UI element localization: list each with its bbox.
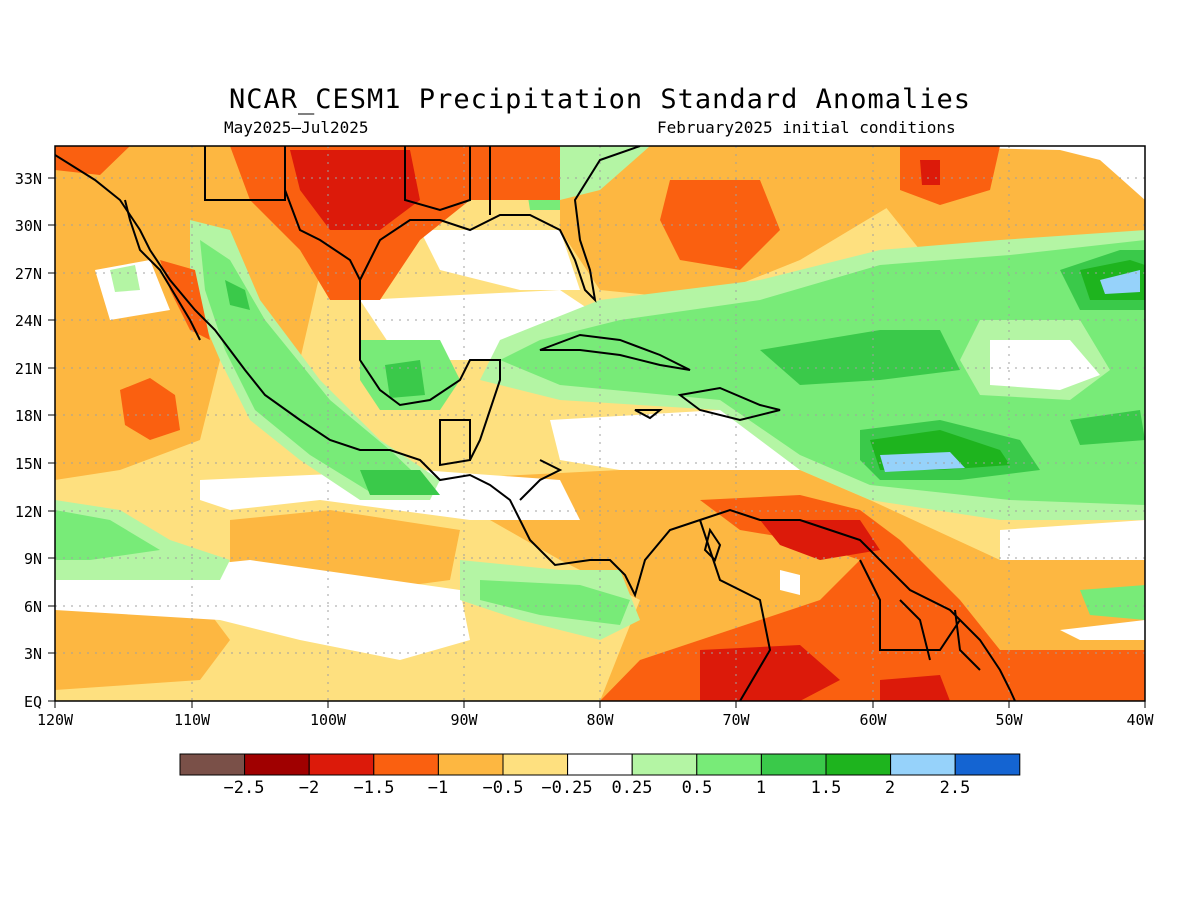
lat-label: 3N [24,645,42,663]
lat-label: EQ [24,693,42,711]
colorbar-label: −2 [299,778,319,798]
graticule [55,146,1145,701]
forecast-period: May2025–Jul2025 [224,118,369,137]
lon-label: 60W [859,711,887,729]
lat-label: 24N [15,312,42,330]
colorbar-swatch [437,753,504,776]
colorbar-swatch [631,753,698,776]
colorbar-label: 0.25 [612,778,653,798]
lon-label: 80W [586,711,614,729]
colorbar-label: −1.5 [354,778,395,798]
colorbar-labels: −2.5 −2 −1.5 −1 −0.5 −0.25 0.25 0.5 1 1.… [224,778,971,798]
lon-label: 120W [37,711,74,729]
map-title: NCAR_CESM1 Precipitation Standard Anomal… [229,84,971,115]
colorbar-label: −0.25 [541,778,592,798]
colorbar-swatch [373,753,439,776]
lon-label: 90W [450,711,478,729]
lat-label: 21N [15,360,42,378]
colorbar-swatch [890,753,956,776]
initial-conditions: February2025 initial conditions [657,118,956,137]
lat-label: 6N [24,598,42,616]
colorbar-label: −0.5 [483,778,524,798]
lat-label: 12N [15,503,42,521]
colorbar-swatch [502,753,569,776]
lat-label: 33N [15,170,42,188]
lon-label: 70W [722,711,750,729]
colorbar-swatch [696,753,762,776]
coastlines [55,146,1016,701]
colorbar-swatch [825,753,892,776]
colorbar-label: 1.5 [811,778,842,798]
colorbar-label: −1 [428,778,448,798]
lon-label: 50W [995,711,1023,729]
lat-label: 30N [15,217,42,235]
lat-label: 27N [15,265,42,283]
colorbar-swatch [308,753,375,776]
colorbar-label: 0.5 [682,778,713,798]
colorbar-swatch [179,753,246,776]
lon-label: 110W [174,711,211,729]
colorbar-swatch [954,753,1021,776]
colorbar-swatch [567,753,633,776]
colorbar-label: 2.5 [940,778,971,798]
colorbar [179,753,1021,776]
anomaly-field [55,146,1145,701]
colorbar-label: 1 [756,778,766,798]
colorbar-label: −2.5 [224,778,265,798]
lon-label: 40W [1126,711,1154,729]
lat-label: 9N [24,550,42,568]
lat-label: 18N [15,407,42,425]
colorbar-swatch [244,753,310,776]
colorbar-label: 2 [885,778,895,798]
lon-label: 100W [310,711,347,729]
colorbar-swatch [760,753,827,776]
lat-label: 15N [15,455,42,473]
